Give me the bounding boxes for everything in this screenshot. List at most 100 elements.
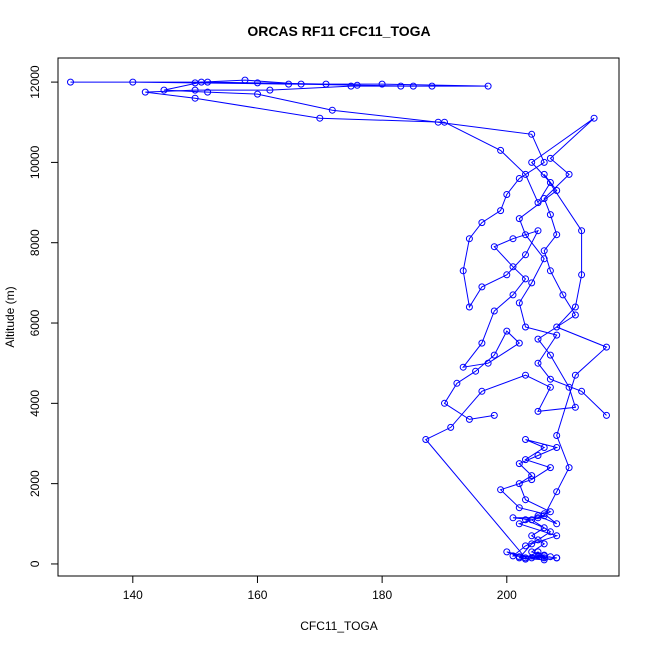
data-point: [590, 114, 598, 122]
data-point: [503, 327, 511, 335]
data-point: [559, 291, 567, 299]
data-point: [422, 436, 430, 443]
data-point: [540, 510, 548, 518]
data-point: [553, 444, 561, 451]
data-point: [478, 219, 486, 227]
data-point: [191, 94, 199, 102]
data-point: [528, 516, 536, 524]
y-axis-label: Altitude (m): [3, 286, 17, 347]
data-point: [266, 86, 274, 94]
data-point: [67, 78, 74, 86]
data-point: [441, 399, 448, 407]
data-point: [204, 88, 212, 96]
data-point: [546, 154, 554, 162]
data-point: [528, 472, 536, 480]
data-point: [478, 387, 486, 395]
data-point: [522, 496, 529, 504]
data-point: [528, 476, 536, 484]
data-point: [478, 283, 486, 291]
x-tick-label: 200: [497, 588, 517, 602]
data-point: [553, 554, 561, 562]
data-point: [522, 275, 529, 283]
data-point: [316, 114, 324, 122]
x-axis: 140 160 180 200: [123, 576, 517, 602]
data-point: [191, 86, 199, 94]
data-point: [141, 88, 149, 96]
data-point: [484, 359, 492, 367]
data-point: [546, 179, 554, 186]
data-point: [503, 548, 511, 556]
data-point: [571, 311, 579, 319]
chart-title: ORCAS RF11 CFC11_TOGA: [247, 23, 430, 39]
data-point: [509, 263, 517, 271]
data-point: [546, 267, 554, 275]
y-tick-label: 2000: [28, 470, 42, 497]
data-point: [428, 82, 436, 90]
data-point: [522, 371, 529, 379]
data-point: [540, 170, 548, 178]
y-tick-label: 0: [28, 560, 42, 567]
data-point: [515, 554, 523, 562]
data-point: [553, 532, 561, 540]
data-point: [553, 331, 561, 339]
data-point: [546, 464, 554, 472]
data-point: [528, 532, 536, 540]
data-point: [553, 432, 561, 439]
data-point: [472, 367, 480, 375]
data-point: [241, 76, 249, 84]
data-point: [528, 130, 536, 138]
x-tick-label: 180: [372, 588, 392, 602]
data-point: [540, 512, 548, 520]
data-point: [528, 279, 536, 287]
data-point: [490, 351, 498, 359]
data-point: [534, 335, 542, 343]
data-point: [603, 411, 610, 419]
x-axis-label: CFC11_TOGA: [300, 619, 378, 633]
data-point: [328, 106, 336, 114]
data-point: [522, 170, 529, 178]
data-point: [540, 444, 548, 451]
data-point: [540, 158, 548, 166]
x-tick-label: 160: [247, 588, 267, 602]
data-point: [534, 407, 542, 415]
data-point: [553, 187, 561, 194]
data-point: [490, 411, 498, 419]
data-point: [515, 339, 523, 347]
data-point: [465, 415, 473, 423]
data-point: [534, 514, 542, 522]
data-point: [522, 542, 529, 550]
data-point: [528, 158, 536, 166]
data-point: [254, 79, 261, 87]
data-point: [540, 247, 548, 255]
data-point: [515, 175, 523, 182]
data-point: [546, 375, 554, 383]
data-point: [522, 231, 529, 239]
data-point: [553, 488, 561, 496]
y-tick-label: 8000: [28, 229, 42, 256]
data-point: [528, 540, 536, 548]
data-point: [553, 231, 561, 239]
data-point: [515, 215, 523, 223]
data-point: [571, 303, 579, 311]
data-point: [459, 267, 467, 275]
data-point: [578, 271, 586, 279]
data-point: [553, 520, 561, 528]
data-point: [540, 195, 548, 202]
data-point: [409, 82, 417, 90]
data-point: [540, 524, 548, 532]
data-point: [571, 403, 579, 411]
data-point: [522, 323, 529, 331]
data-point: [509, 291, 517, 299]
data-point: [603, 343, 610, 351]
data-point: [129, 78, 137, 86]
data-point: [546, 528, 554, 536]
data-point: [522, 456, 529, 464]
data-point: [534, 536, 542, 544]
data-point: [197, 78, 205, 86]
data-point: [509, 235, 517, 243]
data-point: [459, 363, 467, 371]
data-point: [478, 339, 486, 347]
plot-area: [67, 76, 610, 564]
data-point: [571, 371, 579, 379]
data-point: [285, 80, 293, 88]
